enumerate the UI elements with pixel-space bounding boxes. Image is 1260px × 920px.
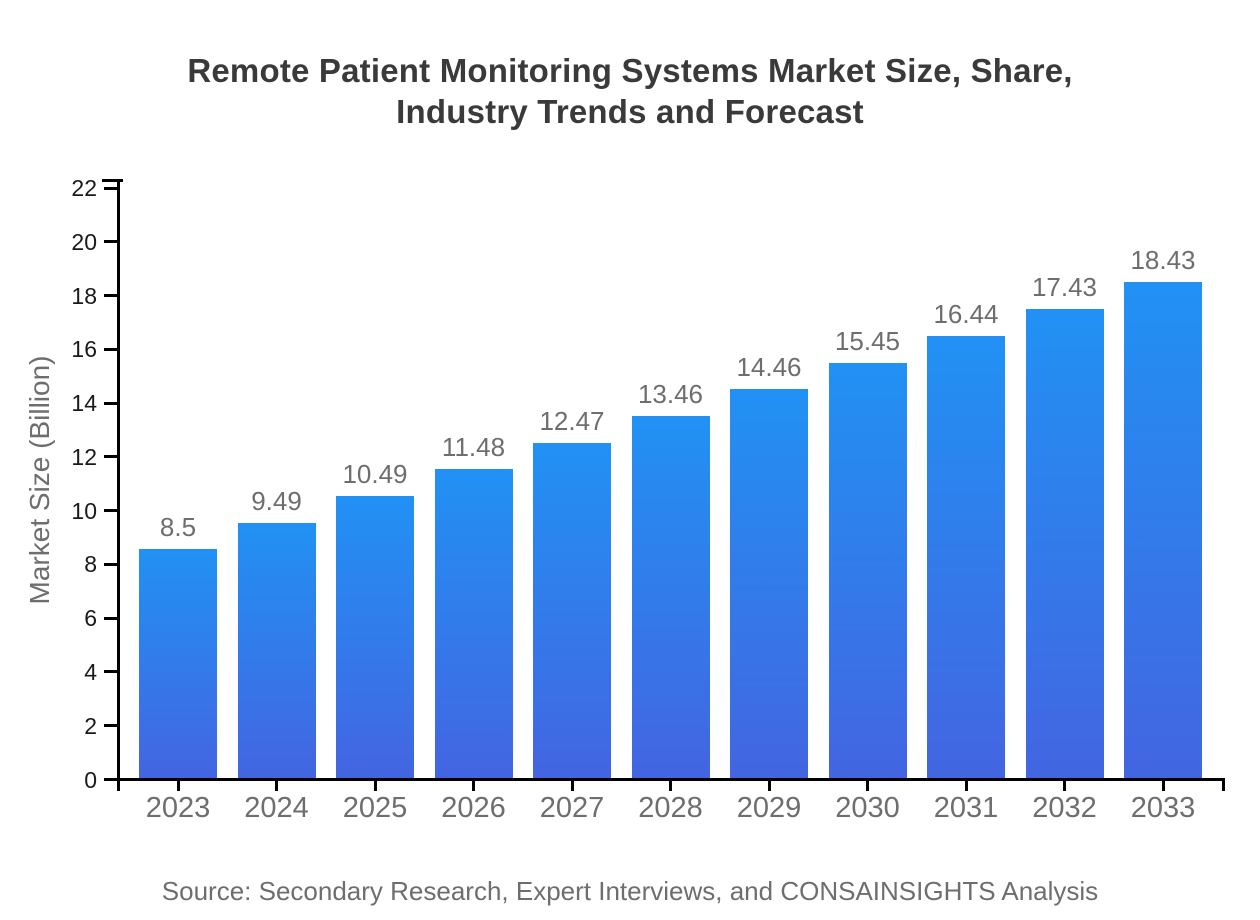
x-label-2029: 2029 xyxy=(736,792,802,824)
x-axis-line xyxy=(117,778,1225,781)
bar-2030 xyxy=(828,363,907,778)
y-tick-16 xyxy=(104,347,117,351)
y-tick-label-22: 22 xyxy=(71,175,97,202)
y-tick-label-8: 8 xyxy=(84,551,97,578)
x-label-2027: 2027 xyxy=(539,792,605,824)
y-tick-14 xyxy=(104,401,117,405)
y-tick-label-6: 6 xyxy=(84,605,97,632)
bar-2026 xyxy=(434,469,513,778)
x-label-2023: 2023 xyxy=(145,792,211,824)
y-axis-end-cap xyxy=(102,179,123,182)
chart-title-line2: Industry Trends and Forecast xyxy=(396,93,864,130)
bar-2033 xyxy=(1124,282,1202,778)
bar-value-2024: 9.49 xyxy=(251,486,302,516)
chart-title-line1: Remote Patient Monitoring Systems Market… xyxy=(187,52,1073,89)
bar-value-2026: 11.48 xyxy=(441,432,506,462)
x-label-2028: 2028 xyxy=(638,792,703,824)
bar-value-2029: 14.46 xyxy=(736,352,802,382)
x-label-2024: 2024 xyxy=(244,792,309,824)
bar-2031 xyxy=(927,336,1005,778)
y-tick-label-0: 0 xyxy=(84,766,97,793)
x-tick-2033 xyxy=(1161,781,1165,791)
y-tick-4 xyxy=(104,670,117,674)
bar-2025 xyxy=(336,496,414,778)
bar-value-2031: 16.44 xyxy=(933,299,999,329)
chart-title: Remote Patient Monitoring Systems Market… xyxy=(0,50,1260,132)
bar-value-2027: 12.47 xyxy=(539,406,605,436)
y-tick-label-2: 2 xyxy=(84,712,97,739)
x-tick-2028 xyxy=(669,781,672,791)
y-tick-18 xyxy=(104,294,117,298)
x-label-2031: 2031 xyxy=(933,792,999,824)
x-tick-2027 xyxy=(570,781,574,791)
bar-2028 xyxy=(631,416,710,778)
bar-2023 xyxy=(139,549,217,778)
y-tick-10 xyxy=(104,509,117,513)
x-tick-2025 xyxy=(373,781,377,791)
y-tick-20 xyxy=(104,240,117,244)
x-tick-2032 xyxy=(1063,781,1066,791)
bar-value-2030: 15.45 xyxy=(834,326,901,356)
x-label-2030: 2030 xyxy=(835,792,900,824)
source-note: Source: Secondary Research, Expert Inter… xyxy=(161,876,1099,906)
bar-value-2023: 8.5 xyxy=(159,512,197,542)
bar-value-2033: 18.43 xyxy=(1130,245,1196,275)
y-tick-12 xyxy=(104,455,117,459)
y-tick-2 xyxy=(104,724,117,728)
y-tick-label-14: 14 xyxy=(71,390,97,417)
x-axis-end-tick-right xyxy=(1222,781,1225,791)
x-tick-2029 xyxy=(767,781,771,791)
x-axis-end-tick-left xyxy=(117,781,120,791)
bar-value-2028: 13.46 xyxy=(637,379,704,409)
x-label-2032: 2032 xyxy=(1032,792,1097,824)
x-tick-2024 xyxy=(275,781,278,791)
x-tick-2026 xyxy=(472,781,475,791)
y-tick-8 xyxy=(104,562,117,566)
bar-2029 xyxy=(730,389,808,778)
y-tick-label-18: 18 xyxy=(71,282,97,309)
x-tick-2030 xyxy=(866,781,869,791)
bar-2024 xyxy=(237,523,316,778)
y-tick-label-10: 10 xyxy=(71,497,97,524)
bar-value-2032: 17.43 xyxy=(1031,272,1098,302)
bar-2027 xyxy=(533,443,611,778)
y-axis-line xyxy=(117,179,120,781)
y-tick-label-12: 12 xyxy=(71,443,97,470)
y-tick-label-16: 16 xyxy=(71,336,97,363)
x-tick-2023 xyxy=(176,781,180,791)
plot-area: 8.5 2023 9.49 2024 10.49 2025 11.48 2026 12.47 20… xyxy=(71,176,1225,824)
x-label-2026: 2026 xyxy=(441,792,506,824)
x-label-2025: 2025 xyxy=(342,792,408,824)
bar-value-2025: 10.49 xyxy=(342,459,408,489)
bar-2032 xyxy=(1025,309,1104,778)
x-label-2033: 2033 xyxy=(1130,792,1196,824)
y-tick-label-20: 20 xyxy=(71,228,97,255)
y-tick-22 xyxy=(104,186,117,190)
y-tick-6 xyxy=(104,616,117,620)
y-tick-0 xyxy=(104,778,117,781)
x-tick-2031 xyxy=(964,781,968,791)
y-tick-label-4: 4 xyxy=(84,658,97,685)
